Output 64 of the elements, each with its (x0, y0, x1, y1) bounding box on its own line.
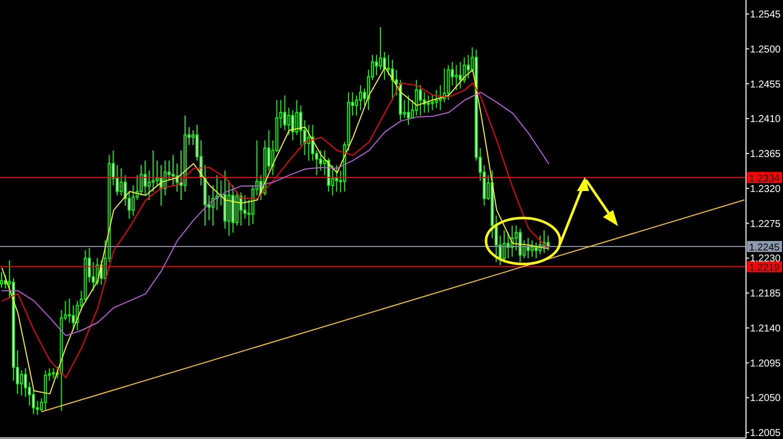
candlestick (32, 388, 35, 414)
candlestick (390, 59, 394, 101)
y-tick-label: 1.2050 (750, 393, 782, 404)
y-tick-label: 1.2185 (750, 288, 782, 300)
candlestick (243, 194, 246, 220)
y-tick-label: 1.2410 (750, 114, 782, 126)
candlestick (458, 62, 462, 89)
candlestick (494, 215, 498, 263)
candlestick (382, 51, 386, 80)
candlestick (406, 94, 410, 126)
candlestick (156, 160, 159, 186)
candlestick (414, 79, 418, 116)
y-tick-label: 1.2455 (750, 79, 782, 90)
y-tick-label: 1.2095 (750, 358, 782, 370)
candlestick (335, 164, 338, 192)
candlestick (374, 54, 378, 76)
candlestick (378, 26, 382, 70)
candlestick (518, 228, 522, 263)
y-tick-label: 1.2005 (750, 428, 782, 439)
candlestick (140, 164, 143, 196)
candlestick (418, 84, 422, 116)
candlestick (355, 94, 358, 116)
y-tick-label: 1.2320 (750, 184, 782, 195)
candlestick (283, 94, 286, 131)
candlestick (207, 194, 210, 221)
candlestick (299, 104, 302, 146)
candlestick (92, 262, 95, 292)
candlestick (72, 304, 75, 331)
ref-line-label: 1.2334 (749, 174, 780, 185)
candlestick (291, 110, 294, 141)
candlestick (534, 242, 538, 259)
candlestick (24, 368, 27, 398)
candlestick (20, 370, 23, 396)
candlestick (120, 168, 123, 196)
candlestick (132, 184, 135, 216)
candlestick (144, 160, 147, 196)
y-tick-label: 1.2275 (750, 218, 782, 230)
candlestick (295, 100, 298, 136)
y-tick-label: 1.2545 (750, 10, 782, 21)
candlestick (462, 56, 466, 84)
candlestick (116, 164, 119, 196)
y-tick-label: 1.2365 (750, 149, 782, 160)
candlestick (319, 150, 322, 172)
candlestick (466, 54, 470, 79)
candlestick (426, 94, 430, 113)
candlestick (434, 89, 438, 108)
candlestick (307, 124, 310, 161)
candlestick (454, 64, 458, 90)
candlestick (530, 240, 534, 258)
candlestick (446, 64, 450, 101)
y-tick-label: 1.2500 (750, 44, 782, 56)
candlestick (148, 170, 151, 201)
ref-line-label: 1.2219 (749, 262, 780, 274)
candlestick (52, 368, 55, 379)
candlestick (287, 107, 290, 136)
candlestick (438, 84, 442, 111)
candlestick (152, 150, 155, 192)
candlestick (359, 84, 362, 111)
candlestick (68, 298, 71, 323)
y-tick-label: 1.2140 (750, 323, 782, 334)
candlestick (172, 154, 175, 186)
candlestick (430, 94, 434, 111)
line-series (1, 92, 550, 336)
ref-line-label: 1.2245 (749, 242, 780, 254)
